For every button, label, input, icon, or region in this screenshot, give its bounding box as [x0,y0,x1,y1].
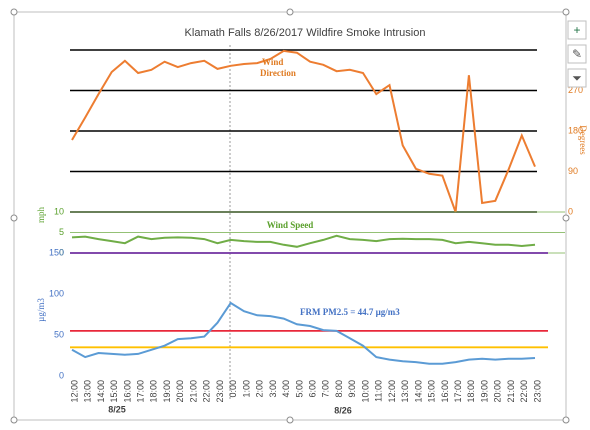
x-tick-label: 20:00 [493,380,503,403]
y-tick-label: 90 [568,166,578,176]
x-tick-label: 11:00 [374,380,384,402]
x-tick-label: 19:00 [479,380,489,403]
y-tick-label: 270 [568,85,583,95]
axis-title: mph [36,207,46,224]
y-tick-label: 50 [54,329,64,339]
series-label: Wind Direction [260,57,296,78]
series-label: Wind Speed [267,220,314,230]
axis-title: µg/m3 [36,298,46,322]
x-tick-label: 17:00 [453,380,463,403]
y-tick-label: 5 [59,227,64,237]
date-label: 8/25 [108,404,126,414]
x-tick-label: 9:00 [347,380,357,398]
series-label-line: Direction [260,68,296,78]
x-tick-label: 14:00 [96,380,106,403]
chart-tool-button[interactable] [567,20,587,40]
y-tick-label: 180 [568,125,583,135]
x-tick-label: 21:00 [188,380,198,403]
y-tick-label: 150 [49,247,64,257]
x-tick-label: 13:00 [400,380,410,403]
x-tick-label: 18:00 [466,380,476,403]
chart-tool-icon: + [573,23,580,37]
x-tick-label: 17:00 [136,380,146,403]
x-tick-label: 23:00 [532,380,542,403]
chart-tool-icon: ✎ [572,47,582,61]
series-label-line: Wind [262,57,283,67]
x-tick-label: 6:00 [307,380,317,398]
x-tick-label: 0:00 [228,380,238,398]
x-tick-label: 1:00 [241,380,251,398]
chart-tool-icon: ⏷ [571,71,582,85]
axis-title: Degrees [578,125,588,155]
series-line [71,234,536,248]
x-tick-label: 23:00 [215,380,225,403]
y-tick-label: 0 [59,247,64,257]
x-tick-label: 16:00 [122,380,132,403]
y-tick-label: 0 [568,206,573,216]
series-line [71,49,536,213]
chart-tool-button[interactable] [567,68,587,88]
series-line [71,301,536,365]
x-tick-label: 20:00 [175,380,185,403]
selection-handles [10,8,570,424]
x-tick-label: 22:00 [202,380,212,403]
chart-tool-button[interactable] [567,44,587,64]
series-label: FRM PM2.5 = 44.7 µg/m3 [300,307,400,317]
y-tick-label: 100 [49,288,64,298]
x-tick-label: 13:00 [83,380,93,403]
x-tick-label: 12:00 [69,380,79,403]
y-tick-label: 0 [59,370,64,380]
chart-title: Klamath Falls 8/26/2017 Wildfire Smoke I… [185,27,426,39]
x-tick-label: 5:00 [294,380,304,398]
x-tick-label: 21:00 [506,380,516,403]
x-tick-label: 15:00 [427,380,437,403]
x-tick-label: 7:00 [321,380,331,398]
x-tick-label: 2:00 [255,380,265,398]
x-tick-label: 10:00 [360,380,370,403]
x-tick-label: 14:00 [413,380,423,403]
date-label: 8/26 [334,405,352,415]
x-tick-label: 16:00 [440,380,450,403]
x-tick-label: 22:00 [519,380,529,403]
x-tick-label: 12:00 [387,380,397,403]
y-tick-label: 10 [54,206,64,216]
x-tick-label: 19:00 [162,380,172,403]
x-tick-label: 3:00 [268,380,278,398]
x-tick-label: 8:00 [334,380,344,398]
x-tick-label: 18:00 [149,380,159,403]
x-tick-label: 15:00 [109,380,119,403]
x-tick-label: 4:00 [281,380,291,398]
